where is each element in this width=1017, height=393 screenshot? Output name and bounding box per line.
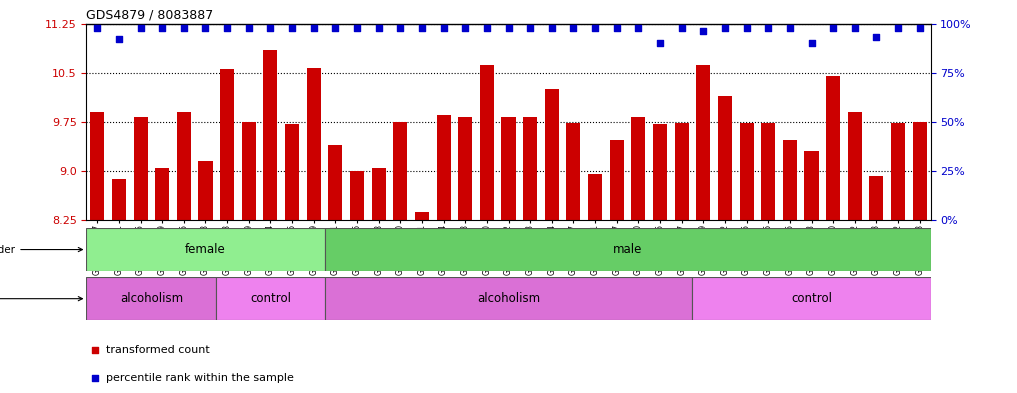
Point [847,24,863,31]
Point [825,24,841,31]
Point [176,24,192,31]
Point [696,28,712,35]
Bar [545,89,558,220]
Point [305,24,321,31]
Text: alcoholism: alcoholism [120,292,183,305]
Bar [501,117,516,220]
Text: gender: gender [0,244,82,255]
Bar [285,124,299,220]
Text: control: control [250,292,291,305]
Text: female: female [185,243,226,256]
Bar [697,65,710,220]
Bar [177,112,191,220]
Text: disease state: disease state [0,294,82,304]
Point [435,24,452,31]
Point [500,24,517,31]
Point [327,24,344,31]
Text: male: male [613,243,642,256]
Bar [112,180,126,220]
Point [522,24,538,31]
Point [608,24,624,31]
Bar [783,140,797,220]
Bar [739,123,754,220]
Bar [91,112,105,220]
Point [370,24,386,31]
Point [262,24,279,31]
Bar [328,145,343,220]
Point [911,24,928,31]
Bar [436,115,451,220]
Bar [263,50,278,220]
Point [631,24,647,31]
Bar [415,211,429,220]
Bar [632,117,646,220]
Bar [156,168,169,220]
Point [717,24,733,31]
Text: percentile rank within the sample: percentile rank within the sample [106,373,294,383]
Bar [242,122,256,220]
Point [349,24,365,31]
Bar [307,68,320,220]
Bar [912,122,926,220]
Bar [371,168,385,220]
Bar [324,228,931,271]
Bar [220,70,234,220]
Bar [609,140,623,220]
Point [414,24,430,31]
Point [197,24,214,31]
Bar [217,277,324,320]
Point [869,34,885,40]
Bar [394,122,408,220]
Bar [480,65,494,220]
Bar [523,117,537,220]
Bar [891,123,905,220]
Point [154,24,170,31]
Bar [848,112,861,220]
Point [393,24,409,31]
Point [565,24,582,31]
Bar [566,123,581,220]
Point [89,24,106,31]
Point [132,24,148,31]
Point [457,24,473,31]
Bar [133,117,147,220]
Point [241,24,257,31]
Bar [324,277,693,320]
Point [890,24,906,31]
Point [738,24,755,31]
Bar [588,174,602,220]
Bar [870,176,884,220]
Point [87,347,104,353]
Point [87,375,104,382]
Point [760,24,776,31]
Bar [761,123,775,220]
Bar [459,117,472,220]
Bar [86,277,217,320]
Bar [804,151,819,220]
Point [673,24,690,31]
Text: GDS4879 / 8083887: GDS4879 / 8083887 [86,8,214,21]
Point [544,24,560,31]
Point [803,40,820,46]
Bar [693,277,931,320]
Bar [653,124,667,220]
Text: control: control [791,292,832,305]
Point [219,24,235,31]
Point [284,24,300,31]
Point [652,40,668,46]
Text: alcoholism: alcoholism [477,292,540,305]
Bar [826,76,840,220]
Bar [198,161,213,220]
Point [587,24,603,31]
Bar [350,171,364,220]
Point [111,36,127,42]
Point [782,24,798,31]
Bar [674,123,689,220]
Point [479,24,495,31]
Text: transformed count: transformed count [106,345,210,354]
Bar [86,228,324,271]
Bar [718,95,732,220]
